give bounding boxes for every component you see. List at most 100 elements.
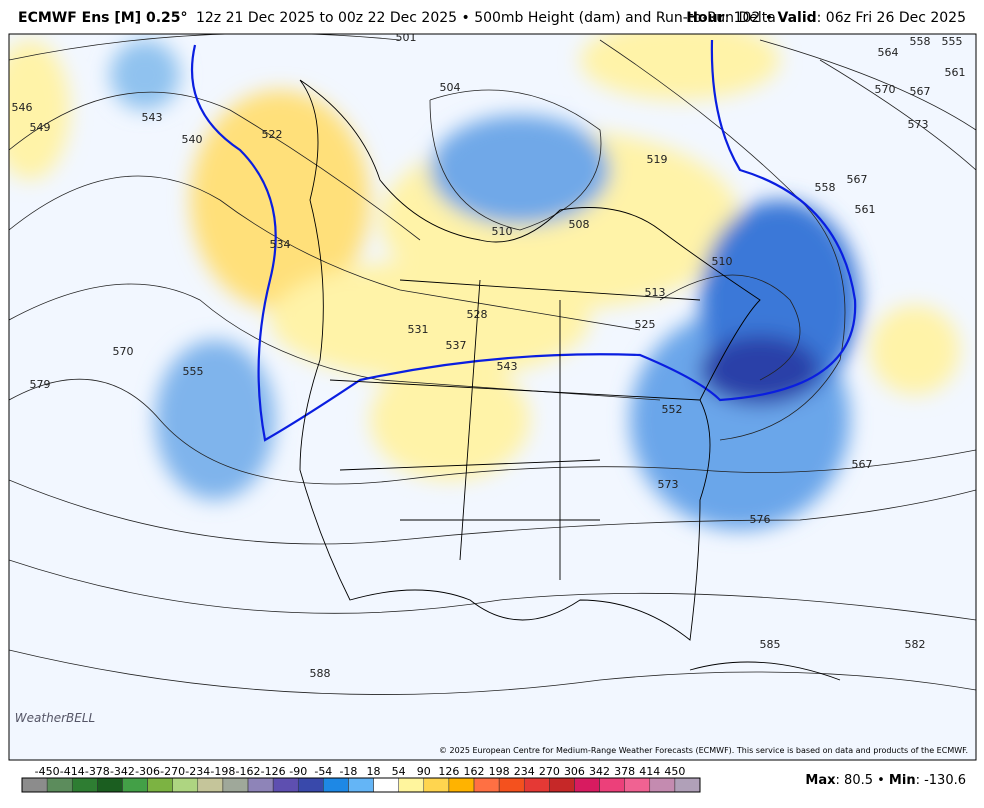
- logo: WeatherBELL: [15, 711, 95, 725]
- colorbar-cell: [473, 777, 500, 793]
- map-frame: [8, 33, 977, 761]
- contour-label: 546: [12, 101, 33, 114]
- contour-label: 537: [446, 339, 467, 352]
- contour-label: 585: [760, 638, 781, 651]
- colorbar-tick-label: 234: [514, 765, 535, 778]
- colorbar-cell: [398, 777, 424, 793]
- contour-label: 555: [183, 365, 204, 378]
- colorbar-tick-label: -162: [236, 765, 261, 778]
- hour-value: : 102 •: [724, 10, 777, 26]
- header-right: Hour: 102 • Valid: 06z Fri 26 Dec 2025: [686, 10, 966, 26]
- contour-label: 570: [875, 83, 896, 96]
- contour-label: 582: [905, 638, 926, 651]
- colorbar-tick-label: -90: [289, 765, 307, 778]
- colorbar-cell: [323, 777, 349, 793]
- contour-label: 534: [270, 238, 291, 251]
- contour-label: 528: [467, 308, 488, 321]
- contour-label: 522: [262, 128, 283, 141]
- min-value: : -130.6: [916, 773, 966, 788]
- colorbar-tick-label: 54: [392, 765, 406, 778]
- contour-labels: 546 549 543 540 534 522 531 528 537 543 555 570 579 5…: [12, 31, 966, 680]
- contour-label: 558: [910, 35, 931, 48]
- colorbar-cell: [97, 777, 123, 793]
- colorbar-cell: [222, 777, 249, 793]
- colorbar-tick-label: 198: [489, 765, 510, 778]
- colorbar-tick-label: 306: [564, 765, 585, 778]
- contour-label: 573: [908, 118, 929, 131]
- colorbar-cell: [649, 777, 676, 793]
- contour-label: 570: [113, 345, 134, 358]
- contour-label: 561: [855, 203, 876, 216]
- contour-label: 510: [492, 225, 513, 238]
- contour-label: 567: [910, 85, 931, 98]
- colorbar-cell: [624, 777, 650, 793]
- copyright: © 2025 European Centre for Medium-Range …: [439, 746, 968, 755]
- colorbar-tick-label: 342: [589, 765, 610, 778]
- colorbar-cell: [46, 777, 73, 793]
- run-info: 12z 21 Dec 2025 to 00z 22 Dec 2025 • 500…: [196, 10, 776, 26]
- colorbar-tick-label: 450: [664, 765, 685, 778]
- max-label: Max: [805, 773, 836, 788]
- colorbar-cell: [599, 777, 625, 793]
- colorbar-cell: [524, 777, 550, 793]
- contour-label: 540: [182, 133, 203, 146]
- contour-label: 552: [662, 403, 683, 416]
- colorbar-tick-label: -18: [339, 765, 357, 778]
- valid-label: Valid: [778, 10, 817, 26]
- colorbar-cell: [549, 777, 575, 793]
- highlight-contour: [190, 39, 857, 442]
- colorbar-tick-label: -270: [160, 765, 185, 778]
- contour-label: 508: [569, 218, 590, 231]
- contour-label: 501: [396, 31, 417, 44]
- colorbar-tick-label: -234: [185, 765, 210, 778]
- model-name: ECMWF Ens [M] 0.25°: [18, 10, 188, 26]
- valid-value: : 06z Fri 26 Dec 2025: [817, 10, 966, 26]
- contour-label: 543: [497, 360, 518, 373]
- delta-shading: [9, 34, 960, 530]
- contour-label: 519: [647, 153, 668, 166]
- contour-label: 555: [942, 35, 963, 48]
- contour-label: 543: [142, 111, 163, 124]
- colorbar: -450 -414 -378 -342 -306 -270 -234 -198 -162 -126…: [21, 765, 701, 793]
- colorbar-cell: [122, 777, 148, 793]
- max-min: Max: 80.5 • Min: -130.6: [805, 773, 966, 788]
- colorbar-cell: [247, 777, 274, 793]
- contour-label: 531: [408, 323, 429, 336]
- colorbar-tick-label: 162: [464, 765, 485, 778]
- contour-label: 573: [658, 478, 679, 491]
- contour-label: 549: [30, 121, 51, 134]
- contour-label: 558: [815, 181, 836, 194]
- contour-label: 504: [440, 81, 461, 94]
- hour-label: Hour: [686, 10, 724, 26]
- colorbar-tick-label: -54: [314, 765, 332, 778]
- colorbar-cell: [498, 777, 525, 793]
- contour-label: 567: [852, 458, 873, 471]
- contour-label: 564: [878, 46, 899, 59]
- colorbar-cell: [72, 777, 98, 793]
- contour-label: 579: [30, 378, 51, 391]
- colorbar-cell: [448, 777, 475, 793]
- coastlines: [299, 79, 841, 681]
- colorbar-cell: [373, 777, 399, 793]
- colorbar-cell: [298, 777, 324, 793]
- contour-label: 576: [750, 513, 771, 526]
- min-label: Min: [889, 773, 916, 788]
- colorbar-tick-label: -378: [85, 765, 110, 778]
- colorbar-tick-label: 414: [639, 765, 660, 778]
- map-area: 546 549 543 540 534 522 531 528 537 543 555 570 579 5…: [9, 31, 976, 760]
- colorbar-tick-label: 18: [367, 765, 381, 778]
- contour-label: 588: [310, 667, 331, 680]
- colorbar-tick-label: -126: [261, 765, 286, 778]
- colorbar-tick-label: 378: [614, 765, 635, 778]
- colorbar-cell: [348, 777, 374, 793]
- colorbar-cell: [197, 777, 224, 793]
- colorbar-cell: [172, 777, 198, 793]
- colorbar-tick-label: -342: [110, 765, 135, 778]
- colorbar-tick-label: 126: [438, 765, 459, 778]
- colorbar-tick-label: 270: [539, 765, 560, 778]
- colorbar-cell: [272, 777, 299, 793]
- colorbar-tick-label: -306: [135, 765, 160, 778]
- header-left: ECMWF Ens [M] 0.25° 12z 21 Dec 2025 to 0…: [18, 10, 776, 26]
- contour-label: 525: [635, 318, 656, 331]
- contour-label: 510: [712, 255, 733, 268]
